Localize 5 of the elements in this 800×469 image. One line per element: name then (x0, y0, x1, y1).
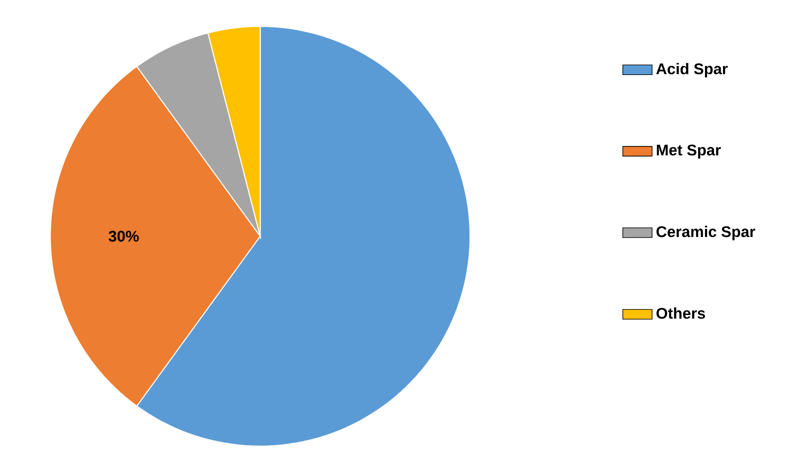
legend-label: Ceramic Spar (656, 226, 756, 240)
legend-label: Others (656, 308, 705, 320)
legend-label: Met Spar (656, 144, 721, 159)
data-label: 30% (108, 230, 139, 242)
legend-label: Acid Spar (656, 63, 728, 78)
